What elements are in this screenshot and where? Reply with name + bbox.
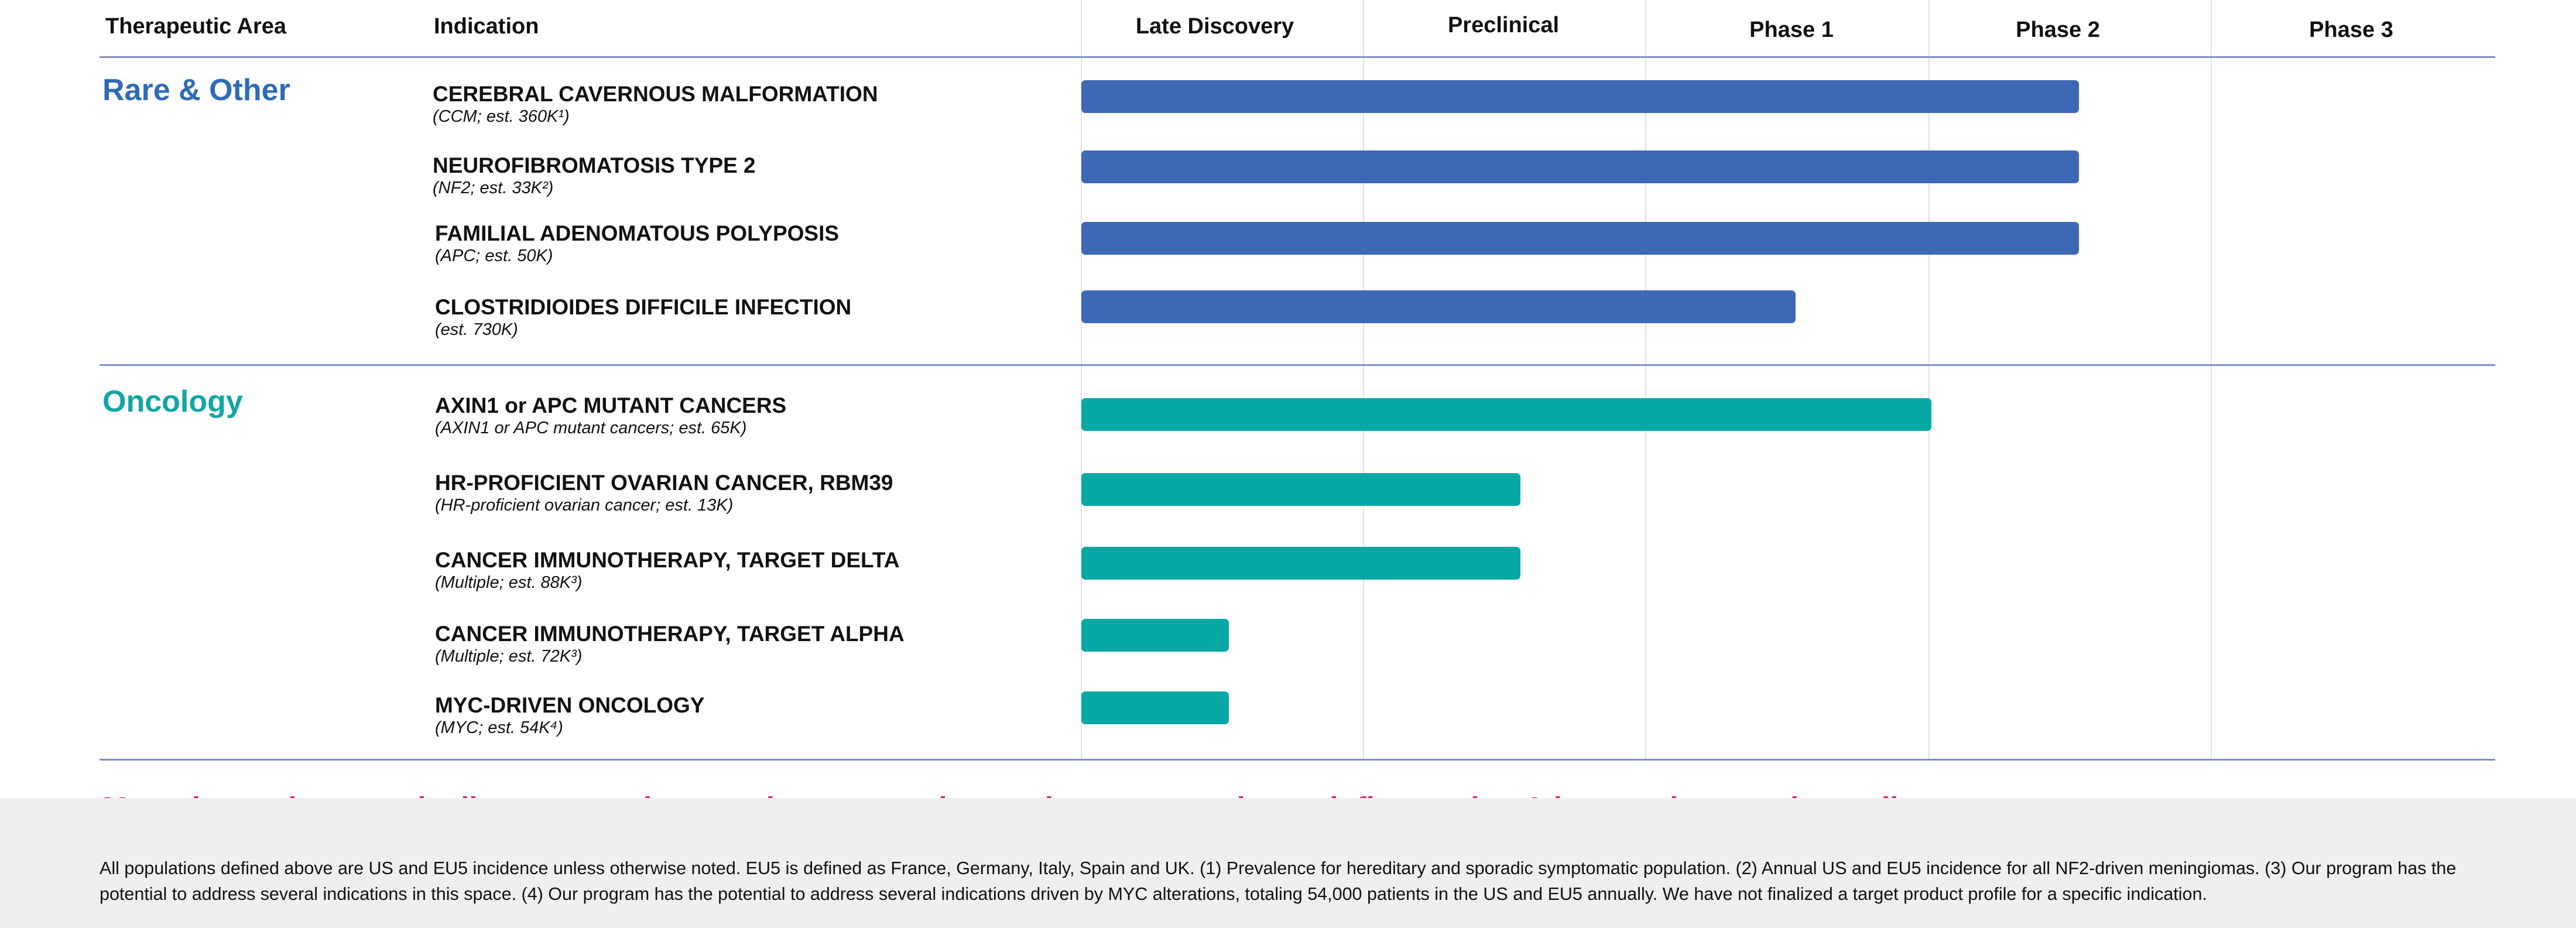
indication-subtitle: (MYC; est. 54K⁴) <box>435 718 563 737</box>
stage-gridline <box>1928 0 1930 759</box>
stage-header-phase-1: Phase 1 <box>1749 18 1834 42</box>
indication-label: FAMILIAL ADENOMATOUS POLYPOSIS (APC; est.… <box>435 221 839 266</box>
pipeline-bar <box>1081 80 2079 113</box>
therapeutic-area-label: Rare & Other <box>102 73 290 107</box>
indication-label: CANCER IMMUNOTHERAPY, TARGET DELTA (Multi… <box>435 548 899 593</box>
table-bottom-divider <box>100 759 2495 761</box>
indication-title: CANCER IMMUNOTHERAPY, TARGET ALPHA <box>435 622 905 646</box>
indication-label: CANCER IMMUNOTHERAPY, TARGET ALPHA (Multi… <box>435 622 905 666</box>
indication-subtitle: (HR-proficient ovarian cancer; est. 13K) <box>435 496 734 515</box>
indication-title: MYC-DRIVEN ONCOLOGY <box>435 693 705 717</box>
indication-subtitle: (APC; est. 50K) <box>435 246 553 265</box>
indication-label: NEUROFIBROMATOSIS TYPE 2 (NF2; est. 33K²) <box>433 153 756 198</box>
pipeline-bar <box>1081 691 1229 724</box>
indication-subtitle: (est. 730K) <box>435 320 518 339</box>
stage-gridline <box>1081 0 1082 759</box>
indication-label: HR-PROFICIENT OVARIAN CANCER, RBM39 (HR-p… <box>435 471 893 515</box>
stage-header-phase-2: Phase 2 <box>2016 18 2100 42</box>
indication-title: CANCER IMMUNOTHERAPY, TARGET DELTA <box>435 548 900 572</box>
indication-title: FAMILIAL ADENOMATOUS POLYPOSIS <box>435 221 840 245</box>
indication-subtitle: (AXIN1 or APC mutant cancers; est. 65K) <box>435 419 747 437</box>
header-divider <box>100 56 2495 58</box>
indication-label: CLOSTRIDIOIDES DIFFICILE INFECTION (est. … <box>435 295 851 340</box>
pipeline-bar <box>1081 547 1520 580</box>
stage-gridline <box>1645 0 1646 759</box>
stage-header-preclinical: Preclinical <box>1447 13 1560 37</box>
pipeline-bar <box>1081 473 1520 506</box>
header-indication: Indication <box>434 14 539 39</box>
pipeline-bar <box>1081 398 1931 431</box>
footnote-panel: All populations defined above are US and… <box>0 798 2576 928</box>
therapeutic-area-label: Oncology <box>102 385 243 419</box>
indication-title: AXIN1 or APC MUTANT CANCERS <box>435 393 787 417</box>
indication-subtitle: (NF2; est. 33K²) <box>433 179 554 197</box>
pipeline-bar <box>1081 150 2079 183</box>
stage-gridline <box>1363 0 1364 759</box>
indication-title: CEREBRAL CAVERNOUS MALFORMATION <box>433 82 878 106</box>
indication-label: AXIN1 or APC MUTANT CANCERS (AXIN1 or APC… <box>435 393 786 438</box>
group-divider <box>100 364 2495 366</box>
header-therapeutic-area: Therapeutic Area <box>105 14 287 39</box>
indication-subtitle: (CCM; est. 360K¹) <box>433 107 570 126</box>
pipeline-bar <box>1081 619 1229 652</box>
footnote-text: All populations defined above are US and… <box>100 858 2457 904</box>
stage-gridline <box>2211 0 2212 759</box>
indication-subtitle: (Multiple; est. 72K³) <box>435 647 583 666</box>
pipeline-bar <box>1081 290 1796 323</box>
pipeline-bar <box>1081 222 2079 255</box>
stage-header-phase-3: Phase 3 <box>2309 18 2393 42</box>
stage-header-late-discovery: Late Discovery <box>1135 14 1294 39</box>
indication-title: NEUROFIBROMATOSIS TYPE 2 <box>433 153 756 177</box>
indication-title: HR-PROFICIENT OVARIAN CANCER, RBM39 <box>435 471 893 495</box>
indication-title: CLOSTRIDIOIDES DIFFICILE INFECTION <box>435 295 852 319</box>
indication-subtitle: (Multiple; est. 88K³) <box>435 573 583 592</box>
indication-label: MYC-DRIVEN ONCOLOGY (MYC; est. 54K⁴) <box>435 693 704 738</box>
indication-label: CEREBRAL CAVERNOUS MALFORMATION (CCM; est… <box>433 82 878 126</box>
